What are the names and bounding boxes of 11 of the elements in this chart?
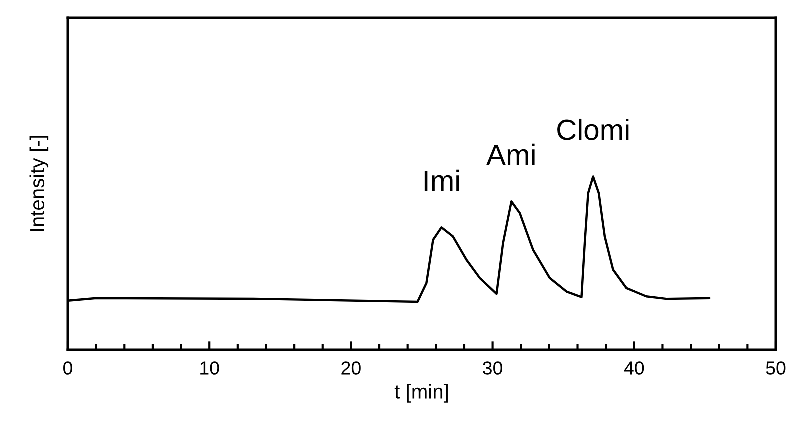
x-tick-label: 10: [200, 362, 220, 375]
x-tick-label: 50: [766, 362, 786, 375]
annotation: Ami: [486, 144, 535, 166]
annotation: Imi: [424, 170, 460, 192]
x-tick-label: 0: [64, 362, 72, 375]
annotation: Clomi: [558, 118, 629, 140]
x-tick-label: 20: [342, 362, 361, 375]
x-tick-label: 40: [624, 362, 644, 375]
x-axis-title: t [min]: [394, 384, 448, 403]
x-tick-label: 30: [483, 362, 502, 375]
y-axis-title: Intensity [-]: [30, 136, 49, 232]
